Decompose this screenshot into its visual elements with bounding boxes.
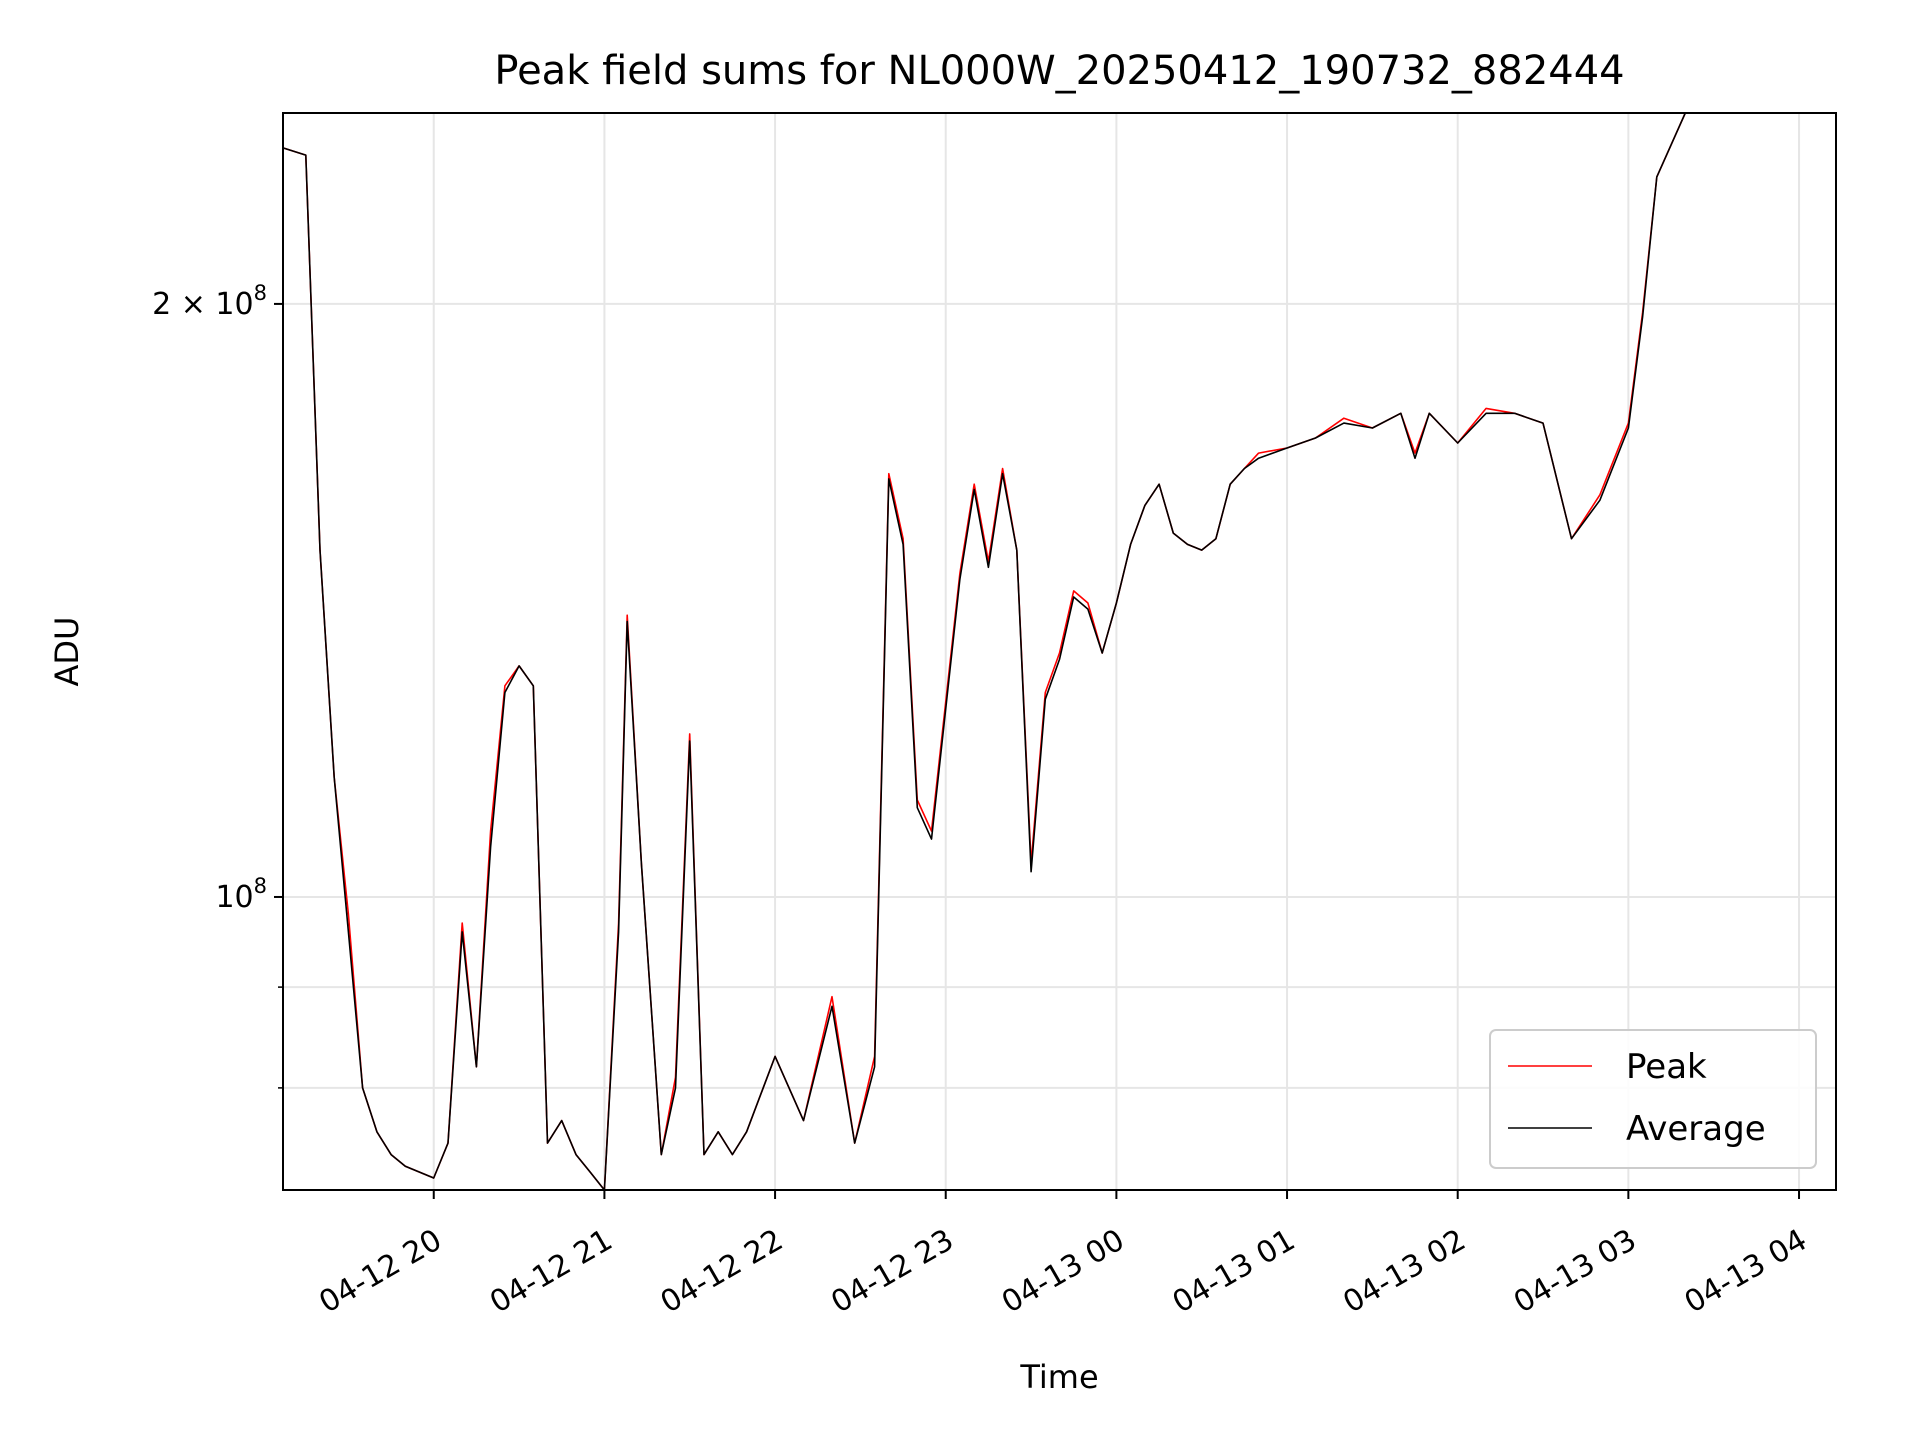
x-axis-label: Time (1019, 1358, 1098, 1396)
y-axis-label: ADU (48, 617, 86, 687)
y-tick-label: 2 × 108 (152, 281, 267, 322)
series-line-average (282, 112, 1836, 1191)
plot-frame (282, 112, 1837, 1191)
grid (283, 113, 1836, 1190)
legend: Peak Average (1489, 1029, 1817, 1169)
y-tick-label: 108 (215, 874, 267, 915)
chart-title: Peak field sums for NL000W_20250412_1907… (494, 48, 1624, 94)
series-layer (282, 112, 1836, 1191)
legend-label-average: Average (1626, 1109, 1766, 1149)
legend-label-peak: Peak (1626, 1047, 1707, 1087)
legend-box (1489, 1029, 1817, 1169)
y-axis: 108 2 × 108 (152, 281, 283, 1089)
